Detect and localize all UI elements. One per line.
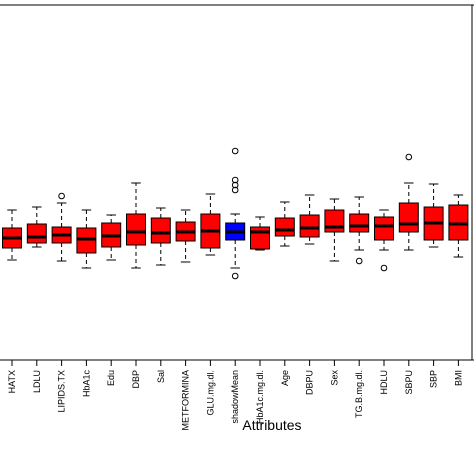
x-tick-label: Sex [329,370,339,386]
box [26,223,47,244]
box [398,202,419,233]
x-tick-label: HbA1c.mg.dl. [255,370,265,424]
outlier [231,186,239,194]
box [299,214,320,238]
box [250,226,270,250]
x-tick-label: Sal [156,370,166,383]
outlier [405,153,413,161]
x-tick-label: DBP [131,370,141,389]
outlier [231,181,239,189]
box [274,217,295,237]
x-tick-label: Age [280,370,290,386]
x-tick-label: BMI [453,370,463,386]
x-tick-label: METFORMINA [181,370,191,431]
box [126,213,146,246]
outlier [231,272,239,280]
box [150,217,171,244]
x-tick-label: HDLU [379,370,389,395]
x-tick-label: HATX [7,370,17,393]
outlier [58,192,65,200]
outlier [380,264,388,272]
box [374,216,394,241]
box [349,213,370,233]
x-tick-label: SBPU [404,370,414,395]
x-tick-label: SBP [429,370,439,388]
x-tick-label: LIPIDS.TX [57,370,67,413]
x-axis-label: Attributes [242,417,301,433]
x-tick-label: HbA1c [81,370,91,398]
x-tick-label: Edu [106,370,116,386]
x-tick-label: GLU.mg.dl. [205,370,215,416]
outlier [231,147,239,155]
x-tick-label: TG.B.mg.dl. [354,370,364,418]
x-tick-label: shadowMean [230,370,240,424]
outlier [355,257,363,265]
x-tick-label: DBPU [305,370,315,395]
x-tick-label: LDLU [32,370,42,393]
box [324,209,345,233]
outlier [231,176,239,184]
